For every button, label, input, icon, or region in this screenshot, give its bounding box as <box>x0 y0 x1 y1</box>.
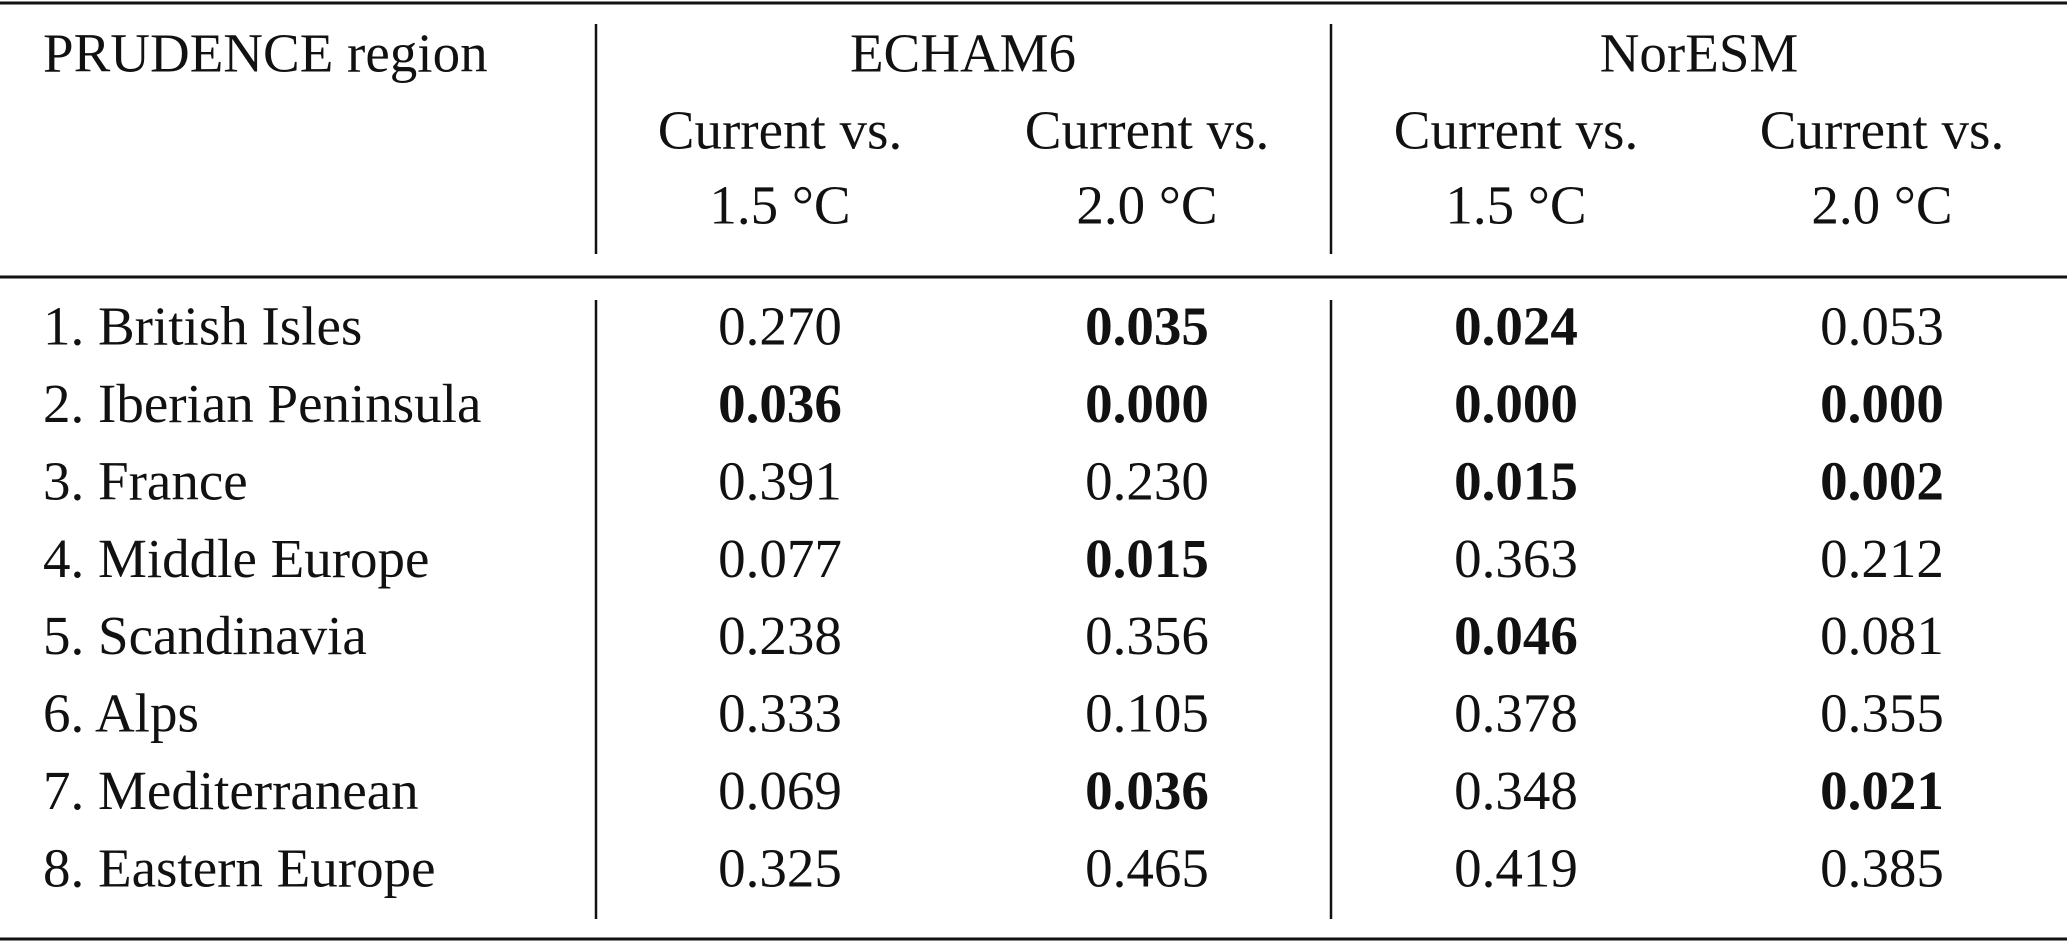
cell-value: 0.024 <box>1454 296 1578 357</box>
sub-header: Current vs. <box>1760 100 2004 161</box>
sub-header: Current vs. <box>1025 100 1269 161</box>
header-first: PRUDENCE region <box>43 23 488 84</box>
sub-header: Current vs. <box>1394 100 1638 161</box>
cell-value: 0.036 <box>718 373 842 434</box>
cell-value: 0.105 <box>1085 683 1209 744</box>
cell-value: 0.419 <box>1454 837 1578 898</box>
region-label: 8. Eastern Europe <box>43 837 436 898</box>
cell-value: 0.015 <box>1454 450 1578 511</box>
region-label: 1. British Isles <box>43 296 362 357</box>
cell-value: 0.002 <box>1820 450 1944 511</box>
cell-value: 0.015 <box>1085 528 1209 589</box>
region-label: 6. Alps <box>43 683 199 744</box>
cell-value: 0.465 <box>1085 837 1209 898</box>
group-header: ECHAM6 <box>850 23 1076 84</box>
cell-value: 0.077 <box>718 528 842 589</box>
cell-value: 0.035 <box>1085 296 1209 357</box>
cell-value: 0.391 <box>718 450 842 511</box>
cell-value: 0.238 <box>718 605 842 666</box>
region-label: 7. Mediterranean <box>43 760 419 821</box>
cell-value: 0.046 <box>1454 605 1578 666</box>
sub-header: Current vs. <box>658 100 902 161</box>
region-label: 5. Scandinavia <box>43 605 367 666</box>
cell-value: 0.000 <box>1085 373 1209 434</box>
sub-header: 2.0 °C <box>1811 175 1952 236</box>
cell-value: 0.348 <box>1454 760 1578 821</box>
cell-value: 0.270 <box>718 296 842 357</box>
cell-value: 0.325 <box>718 837 842 898</box>
cell-value: 0.081 <box>1820 605 1944 666</box>
cell-value: 0.230 <box>1085 450 1209 511</box>
cell-value: 0.212 <box>1820 528 1944 589</box>
cell-value: 0.000 <box>1454 373 1578 434</box>
cell-value: 0.036 <box>1085 760 1209 821</box>
region-label: 2. Iberian Peninsula <box>43 373 481 434</box>
cell-value: 0.355 <box>1820 683 1944 744</box>
cell-value: 0.069 <box>718 760 842 821</box>
cell-value: 0.053 <box>1820 296 1944 357</box>
region-label: 3. France <box>43 450 248 511</box>
sub-header: 2.0 °C <box>1076 175 1217 236</box>
cell-value: 0.363 <box>1454 528 1578 589</box>
cell-value: 0.378 <box>1454 683 1578 744</box>
cell-value: 0.385 <box>1820 837 1944 898</box>
cell-value: 0.000 <box>1820 373 1944 434</box>
sub-header: 1.5 °C <box>709 175 850 236</box>
cell-value: 0.356 <box>1085 605 1209 666</box>
cell-value: 0.333 <box>718 683 842 744</box>
cell-value: 0.021 <box>1820 760 1944 821</box>
sub-header: 1.5 °C <box>1445 175 1586 236</box>
region-label: 4. Middle Europe <box>43 528 429 589</box>
group-header: NorESM <box>1600 23 1799 84</box>
